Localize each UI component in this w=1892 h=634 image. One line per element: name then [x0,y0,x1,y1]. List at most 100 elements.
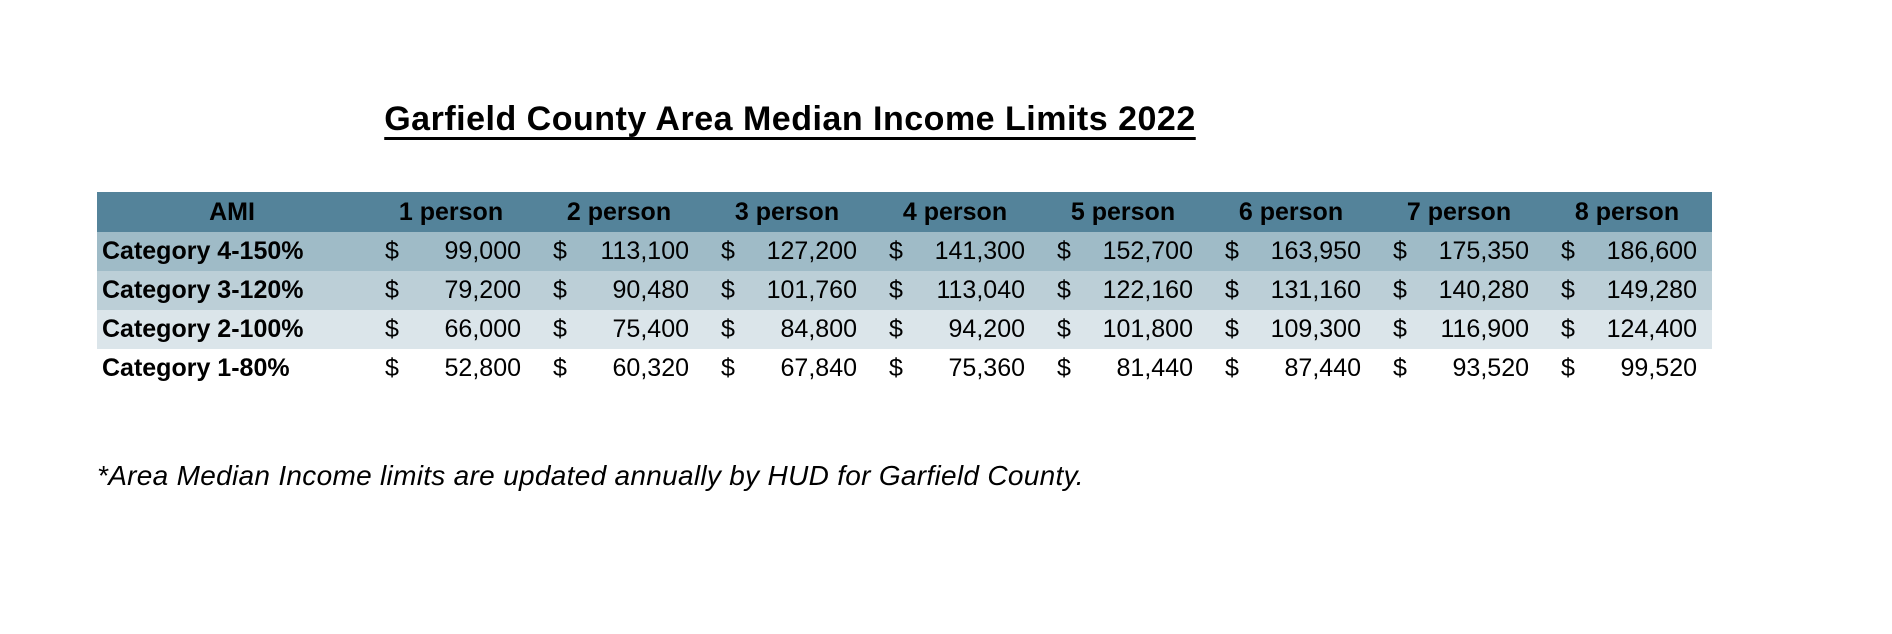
currency-symbol: $ [385,276,399,304]
currency-symbol: $ [1561,276,1575,304]
money-cell: $131,160 [1207,276,1375,305]
currency-symbol: $ [889,237,903,265]
currency-symbol: $ [889,354,903,382]
cell-value: 101,800 [1102,315,1193,343]
money-cell: $101,800 [1039,315,1207,344]
header-cell: 7 person [1406,197,1512,226]
footnote: *Area Median Income limits are updated a… [97,460,1084,491]
currency-symbol: $ [1225,237,1239,265]
money-cell: $175,350 [1375,237,1543,266]
cell-value: 141,300 [934,237,1025,265]
table-row: Category 2-100% $66,000 $75,400 $84,800 $94,… [97,310,1712,349]
cell-value: 113,040 [936,276,1025,304]
money-cell: $75,400 [535,315,703,344]
cell-value: 90,480 [612,276,689,304]
money-cell: $101,760 [703,276,871,305]
money-cell: $84,800 [703,315,871,344]
money-cell: $163,950 [1207,237,1375,266]
cell-value: 67,840 [780,354,857,382]
money-cell: $113,040 [871,276,1039,305]
money-cell: $75,360 [871,354,1039,383]
money-cell: $81,440 [1039,354,1207,383]
cell-value: 149,280 [1606,276,1697,304]
currency-symbol: $ [385,237,399,265]
header-cell: 8 person [1574,197,1680,226]
table-row: Category 1-80% $52,800 $60,320 $67,840 $75,3… [97,349,1712,388]
currency-symbol: $ [1561,237,1575,265]
table-row: Category 4-150% $99,000 $113,100 $127,200 $1… [97,232,1712,271]
currency-symbol: $ [553,276,567,304]
title-wrap: Garfield County Area Median Income Limit… [0,100,1580,139]
money-cell: $93,520 [1375,354,1543,383]
cell-value: 60,320 [612,354,689,382]
money-cell: $141,300 [871,237,1039,266]
cell-value: 101,760 [766,276,857,304]
currency-symbol: $ [553,315,567,343]
money-cell: $67,840 [703,354,871,383]
cell-value: 163,950 [1270,237,1361,265]
money-cell: $99,000 [367,237,535,266]
cell-value: 175,350 [1438,237,1529,265]
cell-value: 131,160 [1270,276,1361,304]
cell-value: 75,400 [612,315,689,343]
header-cell: 6 person [1238,197,1344,226]
cell-value: 152,700 [1102,237,1193,265]
money-cell: $66,000 [367,315,535,344]
header-cell: 4 person [902,197,1008,226]
currency-symbol: $ [721,354,735,382]
cell-value: 87,440 [1284,354,1361,382]
money-cell: $52,800 [367,354,535,383]
cell-value: 127,200 [766,237,857,265]
cell-value: 140,280 [1438,276,1529,304]
cell-value: 186,600 [1606,237,1697,265]
cell-value: 94,200 [948,315,1025,343]
money-cell: $116,900 [1375,315,1543,344]
currency-symbol: $ [721,276,735,304]
currency-symbol: $ [553,354,567,382]
money-cell: $90,480 [535,276,703,305]
cell-value: 116,900 [1440,315,1529,343]
row-label: Category 2-100% [102,315,304,343]
table-row: Category 3-120% $79,200 $90,480 $101,760 $11… [97,271,1712,310]
cell-value: 84,800 [780,315,857,343]
currency-symbol: $ [721,315,735,343]
money-cell: $113,100 [535,237,703,266]
cell-value: 122,160 [1102,276,1193,304]
currency-symbol: $ [1057,237,1071,265]
income-limits-table: AMI 1 person 2 person 3 person 4 person 5 per… [97,192,1712,388]
money-cell: $186,600 [1543,237,1711,266]
currency-symbol: $ [1057,354,1071,382]
currency-symbol: $ [553,237,567,265]
money-cell: $124,400 [1543,315,1711,344]
money-cell: $87,440 [1207,354,1375,383]
cell-value: 52,800 [444,354,521,382]
cell-value: 113,100 [600,237,689,265]
money-cell: $109,300 [1207,315,1375,344]
currency-symbol: $ [1393,276,1407,304]
money-cell: $60,320 [535,354,703,383]
currency-symbol: $ [1561,354,1575,382]
row-label: Category 3-120% [102,276,304,304]
currency-symbol: $ [1561,315,1575,343]
currency-symbol: $ [889,276,903,304]
currency-symbol: $ [1393,354,1407,382]
money-cell: $149,280 [1543,276,1711,305]
currency-symbol: $ [1225,315,1239,343]
currency-symbol: $ [1393,315,1407,343]
currency-symbol: $ [1225,354,1239,382]
currency-symbol: $ [889,315,903,343]
page-title: Garfield County Area Median Income Limit… [384,100,1196,138]
row-label: Category 4-150% [102,237,304,265]
cell-value: 66,000 [444,315,521,343]
header-cell-ami: AMI [209,197,255,226]
currency-symbol: $ [721,237,735,265]
header-cell: 1 person [398,197,504,226]
cell-value: 75,360 [948,354,1025,382]
cell-value: 79,200 [444,276,521,304]
money-cell: $140,280 [1375,276,1543,305]
header-cell: 2 person [566,197,672,226]
money-cell: $152,700 [1039,237,1207,266]
cell-value: 81,440 [1116,354,1193,382]
money-cell: $94,200 [871,315,1039,344]
